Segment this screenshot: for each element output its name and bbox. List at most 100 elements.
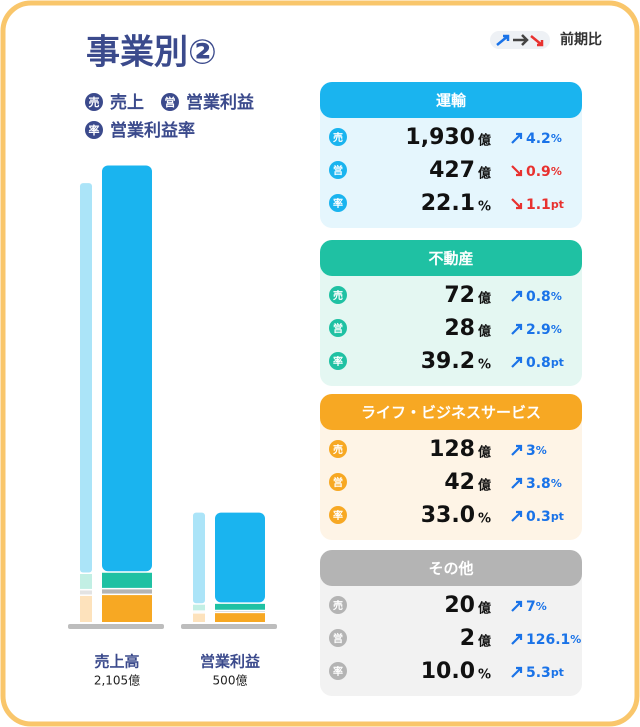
change-text: 3% [526, 443, 547, 459]
previous-bar-segment [193, 512, 205, 604]
card-title: ライフ・ビジネスサービス [361, 404, 541, 422]
row-unit: 億 [478, 601, 491, 617]
change-text: 4.2% [526, 131, 562, 147]
previous-bar-segment [193, 613, 205, 622]
card-body [320, 82, 582, 228]
change-value: 3.8 [526, 476, 551, 492]
previous-bar-segment [80, 595, 92, 622]
change-unit: % [536, 600, 547, 613]
category-total: 2,105億 [94, 674, 140, 688]
row-badge-text: 営 [333, 164, 343, 177]
change-value: 3 [526, 443, 536, 459]
card-body [320, 240, 582, 386]
row-badge-text: 率 [333, 509, 343, 522]
previous-bar-segment [80, 183, 92, 573]
previous-bar-segment [193, 604, 205, 611]
row-unit: 億 [478, 324, 491, 340]
card-title: 運輸 [436, 92, 467, 110]
row-badge-text: 売 [333, 131, 343, 144]
change-text: 3.8% [526, 476, 562, 492]
change-value: 0.3 [526, 509, 551, 525]
baseline [68, 624, 164, 629]
row-value: 10.0 [421, 659, 475, 684]
card-body [320, 394, 582, 540]
change-unit: % [551, 132, 562, 145]
row-value: 2 [460, 626, 475, 651]
row-badge-text: 営 [333, 476, 343, 489]
row-unit: 億 [478, 291, 491, 307]
row-badge [329, 629, 347, 647]
change-text: 0.8pt [526, 355, 564, 371]
bar-segment [102, 165, 152, 572]
row-value: 20 [444, 593, 475, 618]
row-badge [329, 506, 347, 524]
row-badge-text: 率 [333, 355, 343, 368]
row-value: 72 [444, 283, 475, 308]
card-title: その他 [428, 560, 473, 578]
legend-badge-text: 営 [165, 95, 176, 109]
row-value: 39.2 [421, 349, 475, 374]
bar-segment [102, 595, 152, 622]
change-unit: % [551, 477, 562, 490]
change-arrow [511, 600, 523, 612]
bar-segment [102, 589, 152, 594]
legend-badge [85, 121, 103, 139]
category-label: 営業利益 [200, 653, 260, 671]
category-total: 500億 [213, 674, 248, 688]
change-unit: % [536, 444, 547, 457]
card-title: 不動産 [428, 250, 473, 268]
legend-label: 営業利益率 [110, 120, 195, 141]
row-value: 22.1 [421, 191, 475, 216]
legend-label: 営業利益 [186, 92, 254, 113]
category-label: 売上高 [94, 653, 139, 671]
legend-badge-text: 売 [89, 95, 100, 109]
change-text: 0.8% [526, 289, 562, 305]
row-badge [329, 662, 347, 680]
change-text: 0.3pt [526, 509, 564, 525]
row-value: 128 [429, 437, 475, 462]
bar-segment [215, 512, 265, 603]
row-value: 28 [444, 316, 475, 341]
change-value: 4.2 [526, 131, 551, 147]
change-value: 0.8 [526, 355, 551, 371]
row-unit: 億 [478, 478, 491, 494]
change-arrow [511, 323, 523, 335]
row-value: 1,930 [405, 125, 475, 150]
change-unit: % [551, 165, 562, 178]
change-value: 5.3 [526, 665, 551, 681]
row-unit: 億 [478, 445, 491, 461]
row-badge-text: 売 [333, 599, 343, 612]
previous-bar-segment [80, 590, 92, 595]
row-badge [329, 319, 347, 337]
change-text: 126.1% [526, 632, 581, 648]
change-text: 1.1pt [526, 197, 564, 213]
baseline [181, 624, 277, 629]
change-unit: pt [551, 198, 564, 211]
row-badge [329, 596, 347, 614]
change-unit: % [551, 323, 562, 336]
change-unit: % [551, 290, 562, 303]
card-header [320, 240, 582, 276]
card-body [320, 550, 582, 696]
change-arrow [511, 510, 523, 522]
row-badge-text: 売 [333, 289, 343, 302]
change-arrow [511, 165, 523, 177]
row-unit: % [478, 200, 491, 215]
legend-label: 売上 [110, 92, 144, 113]
row-unit: 億 [478, 133, 491, 149]
change-text: 2.9% [526, 322, 562, 338]
change-unit: pt [551, 666, 564, 679]
row-badge [329, 194, 347, 212]
change-arrow [511, 132, 523, 144]
legend-badge [161, 93, 179, 111]
row-unit: % [478, 668, 491, 683]
row-value: 42 [444, 470, 475, 495]
row-unit: 億 [478, 166, 491, 182]
card-header [320, 82, 582, 118]
change-unit: % [570, 633, 581, 646]
change-value: 0.9 [526, 164, 551, 180]
card-header [320, 550, 582, 586]
change-arrow [511, 444, 523, 456]
change-arrow [511, 666, 523, 678]
